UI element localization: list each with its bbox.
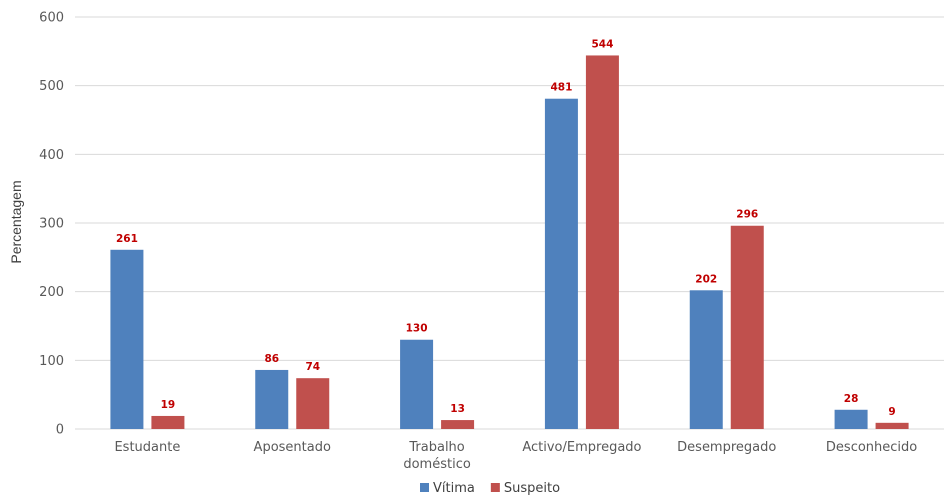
bar-vitima	[255, 369, 289, 429]
bar-suspeito	[151, 415, 185, 429]
bar-suspeito	[875, 422, 909, 429]
y-axis-ticks: 0 100 200 300 400 500 600	[39, 11, 64, 438]
x-tick-label: Aposentado	[254, 440, 331, 455]
y-tick-label: 300	[39, 217, 64, 232]
legend-swatch	[490, 483, 500, 492]
x-tick-label: Desempregado	[677, 440, 776, 455]
bar-vitima	[834, 409, 868, 429]
legend: Vítima Suspeito	[420, 481, 560, 496]
bar-vitima	[689, 290, 723, 429]
y-tick-label: 200	[39, 285, 64, 300]
y-tick-label: 100	[39, 354, 64, 369]
bar-vitima	[400, 339, 434, 429]
data-label: 481	[550, 82, 572, 94]
bar-vitima	[110, 249, 144, 429]
y-tick-label: 400	[39, 148, 64, 163]
data-label: 296	[736, 209, 758, 221]
bars	[110, 55, 909, 430]
legend-label: Suspeito	[504, 481, 560, 496]
data-label: 261	[116, 233, 138, 245]
x-tick-label: doméstico	[403, 457, 470, 472]
x-axis-ticks: Estudante Aposentado Trabalho doméstico Acti…	[114, 440, 917, 472]
data-label: 202	[695, 273, 717, 285]
y-tick-label: 500	[39, 79, 64, 94]
bar-suspeito	[585, 55, 619, 429]
data-label: 74	[305, 361, 320, 373]
data-label: 9	[888, 406, 895, 418]
data-label: 86	[264, 353, 279, 365]
bar-suspeito	[441, 420, 475, 429]
bar-suspeito	[730, 225, 764, 429]
data-label: 130	[406, 323, 428, 335]
x-tick-label: Estudante	[114, 440, 180, 455]
data-label: 19	[161, 399, 176, 411]
legend-label: Vítima	[433, 481, 475, 496]
bar-vitima	[544, 98, 578, 430]
legend-swatch	[420, 483, 429, 492]
gridlines	[75, 16, 944, 430]
bar-suspeito	[296, 378, 330, 429]
x-tick-label: Desconhecido	[826, 440, 917, 455]
data-label: 13	[450, 403, 465, 415]
y-axis-label: Percentagem	[8, 180, 24, 263]
x-tick-label: Trabalho	[408, 440, 464, 455]
y-tick-label: 0	[56, 423, 64, 438]
x-tick-label: Activo/Empregado	[522, 440, 641, 455]
y-tick-label: 600	[39, 11, 64, 26]
data-label: 28	[844, 393, 859, 405]
data-label: 544	[591, 38, 613, 50]
data-labels: 261 19 86 74 130 13 481 544 202 296 28 9	[116, 38, 896, 417]
